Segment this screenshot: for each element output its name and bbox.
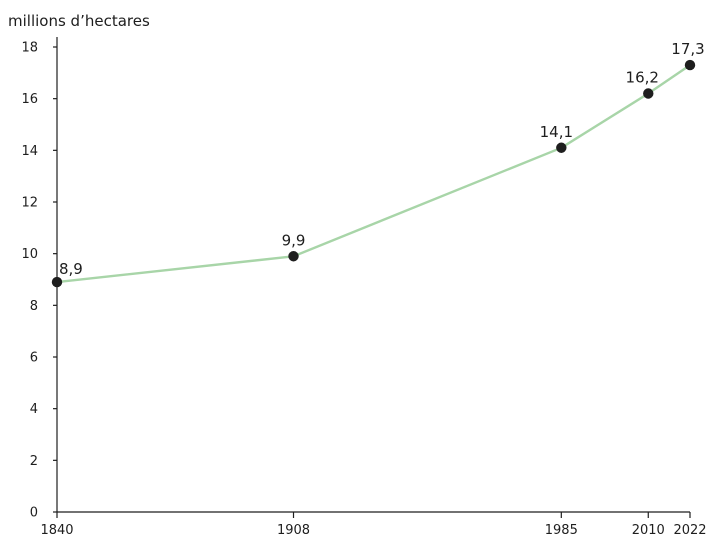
x-tick-label: 2022: [673, 523, 706, 538]
data-point-marker: [643, 88, 654, 99]
data-point-marker: [684, 59, 696, 71]
x-tick-label: 1985: [545, 523, 578, 538]
x-tick-label: 1840: [40, 523, 73, 538]
data-label: 14,1: [540, 123, 573, 141]
y-tick-label: 6: [30, 351, 38, 366]
axes: 0 2 4 6 8 10 12 14 16 18 1840 1908 1985 2010 2022: [21, 37, 707, 538]
y-tick-label: 2: [30, 454, 38, 469]
series-line: [55, 63, 692, 284]
x-tick-label: 1908: [277, 523, 310, 538]
y-tick-label: 18: [21, 41, 38, 56]
y-tick-label: 10: [21, 247, 38, 262]
series-layer: [55, 63, 692, 284]
data-label: 16,2: [626, 69, 659, 87]
x-tick-label: 2010: [632, 523, 665, 538]
data-label-layer: 8,9 9,9 14,1 16,2 17,3: [59, 40, 705, 278]
y-tick-label: 14: [21, 144, 38, 159]
data-label: 8,9: [59, 260, 83, 278]
y-tick-label: 16: [21, 92, 38, 107]
data-label: 9,9: [282, 231, 306, 249]
y-axis-title: millions d’hectares: [8, 12, 150, 30]
data-point-marker: [288, 251, 299, 262]
marker-layer: [51, 59, 696, 288]
y-tick-label: 12: [21, 196, 38, 211]
data-label: 17,3: [671, 40, 704, 58]
data-point-marker: [556, 142, 567, 153]
y-tick-label: 0: [30, 506, 38, 521]
data-point-marker: [51, 276, 63, 288]
y-tick-label: 4: [30, 402, 38, 417]
y-tick-label: 8: [30, 299, 38, 314]
